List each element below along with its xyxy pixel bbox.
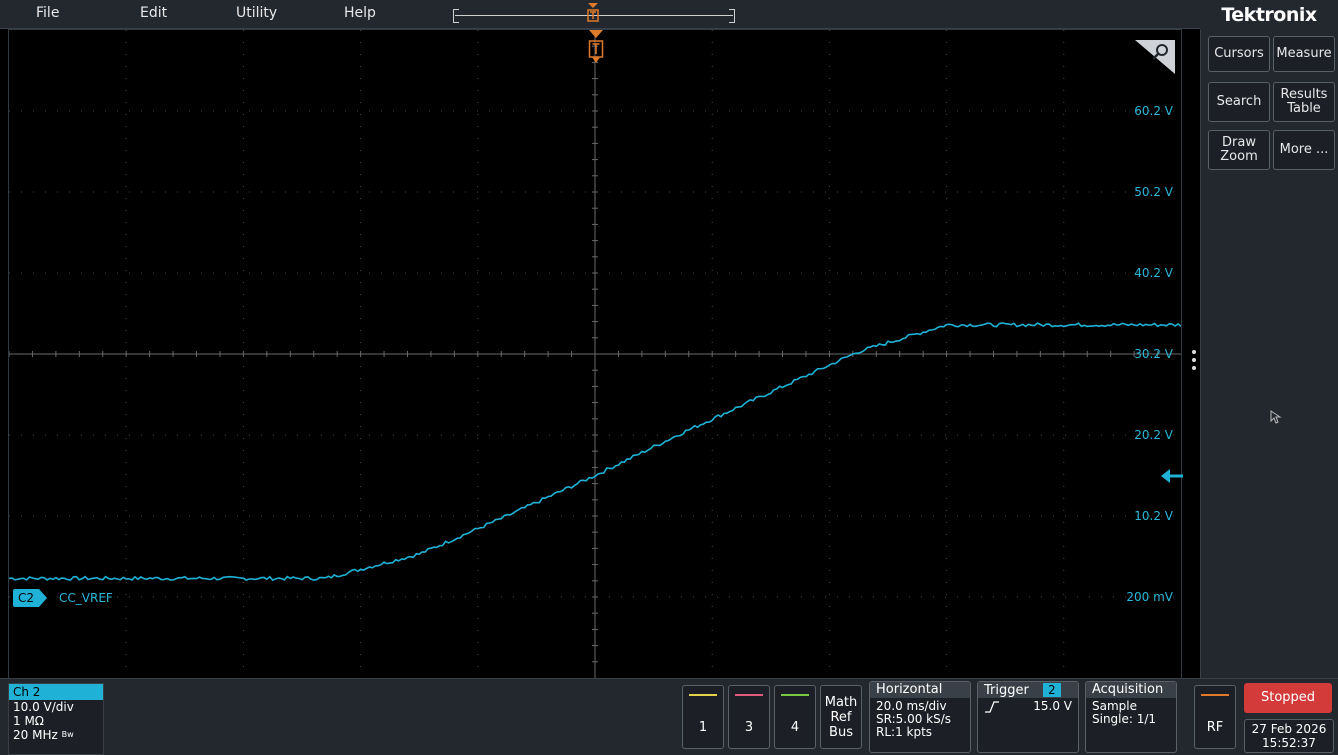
- side-panel: Cursors Measure Search Results Table Dra…: [1200, 30, 1338, 678]
- horizontal-record-length: RL:1 kpts: [876, 725, 933, 739]
- search-button[interactable]: Search: [1208, 82, 1270, 122]
- channel-label[interactable]: C2 CC_VREF: [13, 588, 113, 608]
- acquisition-mode: Sample: [1092, 699, 1137, 713]
- bottom-bar: Ch 2 10.0 V/div 1 MΩ 20 MHz Bw 1 3 4 Mat…: [0, 678, 1338, 755]
- ch2-impedance: 1 MΩ: [13, 714, 44, 728]
- mouse-pointer-icon: [1270, 410, 1282, 424]
- cursors-label: Cursors: [1214, 46, 1264, 61]
- math-ref-bus-button[interactable]: Math Ref Bus: [820, 685, 862, 749]
- more-button[interactable]: More ...: [1273, 130, 1335, 170]
- channel-4-button[interactable]: 4: [774, 685, 816, 749]
- rf-button[interactable]: RF: [1194, 685, 1236, 749]
- drawzoom-label-line2: Zoom: [1220, 149, 1258, 164]
- menu-edit[interactable]: Edit: [140, 5, 168, 21]
- trigger-level-arrow-icon[interactable]: [1161, 468, 1183, 484]
- results-label-line1: Results: [1280, 87, 1328, 102]
- bus-label: Bus: [829, 724, 853, 740]
- panel-handle-icon[interactable]: [1191, 348, 1197, 372]
- record-timeline[interactable]: [453, 9, 735, 23]
- waveform-graticule: [9, 30, 1181, 678]
- measure-button[interactable]: Measure: [1273, 36, 1335, 72]
- date-label: 27 Feb 2026: [1251, 722, 1327, 736]
- timeline-trigger-marker-icon: [587, 3, 599, 22]
- results-label-line2: Table: [1287, 101, 1321, 116]
- search-label: Search: [1216, 94, 1262, 109]
- math-label: Math: [824, 694, 858, 710]
- horizontal-scale: 20.0 ms/div: [876, 699, 947, 713]
- channel-3-label: 3: [744, 720, 754, 735]
- channel-3-button[interactable]: 3: [728, 685, 770, 749]
- zoom-magnifier-icon[interactable]: [1135, 40, 1175, 74]
- time-label: 15:52:37: [1262, 736, 1316, 750]
- channel-2-badge[interactable]: Ch 2 10.0 V/div 1 MΩ 20 MHz Bw: [8, 683, 104, 755]
- voltage-label: 10.2 V: [1134, 509, 1173, 523]
- menu-bar: File Edit Utility Help: [0, 0, 1200, 29]
- channel-1-label: 1: [698, 720, 708, 735]
- ch2-title: Ch 2: [9, 684, 103, 700]
- menu-help[interactable]: Help: [344, 5, 376, 21]
- channel-badge: C2: [13, 589, 40, 607]
- channel-name: CC_VREF: [59, 591, 113, 605]
- more-label: More ...: [1279, 142, 1329, 157]
- results-table-button[interactable]: Results Table: [1273, 82, 1335, 122]
- ch2-bandwidth: 20 MHz: [13, 728, 58, 742]
- trigger-title: Trigger: [984, 683, 1029, 698]
- menu-file[interactable]: File: [36, 5, 60, 21]
- acquisition-single: Single: 1/1: [1092, 712, 1157, 726]
- voltage-label: 20.2 V: [1134, 428, 1173, 442]
- horizontal-badge[interactable]: Horizontal 20.0 ms/div SR:5.00 kS/s RL:1…: [869, 681, 971, 753]
- drawzoom-label-line1: Draw: [1222, 135, 1256, 150]
- horizontal-sample-rate: SR:5.00 kS/s: [876, 712, 952, 726]
- trigger-badge[interactable]: Trigger 2 15.0 V: [977, 681, 1079, 753]
- trigger-level: 15.0 V: [1033, 699, 1072, 713]
- voltage-label: 200 mV: [1126, 590, 1173, 604]
- channel-4-label: 4: [790, 720, 800, 735]
- cursors-button[interactable]: Cursors: [1208, 36, 1270, 72]
- measure-label: Measure: [1276, 46, 1332, 61]
- rising-edge-icon: [985, 700, 999, 713]
- voltage-label: 60.2 V: [1134, 104, 1173, 118]
- trigger-header: Trigger 2: [978, 682, 1078, 698]
- ch2-scale: 10.0 V/div: [13, 700, 74, 714]
- waveform-view[interactable]: 60.2 V 50.2 V 40.2 V 30.2 V 20.2 V 10.2 V 200 …: [8, 29, 1183, 679]
- voltage-label: 30.2 V: [1134, 347, 1173, 361]
- brand-logo: Tektronix: [1200, 0, 1338, 30]
- acquisition-title: Acquisition: [1086, 682, 1176, 698]
- horizontal-title: Horizontal: [870, 682, 970, 698]
- acquisition-badge[interactable]: Acquisition Sample Single: 1/1: [1085, 681, 1177, 753]
- ch2-bandwidth-row: 20 MHz Bw: [9, 728, 103, 742]
- ref-label: Ref: [830, 709, 852, 725]
- run-stop-status-button[interactable]: Stopped: [1244, 683, 1332, 713]
- channel-1-button[interactable]: 1: [682, 685, 724, 749]
- draw-zoom-button[interactable]: Draw Zoom: [1208, 130, 1270, 170]
- voltage-label: 50.2 V: [1134, 185, 1173, 199]
- date-time-display[interactable]: 27 Feb 2026 15:52:37: [1244, 719, 1334, 753]
- trigger-position-flag-icon[interactable]: [588, 30, 604, 64]
- ch2-bw-limit-mark: Bw: [61, 730, 74, 739]
- rf-label: RF: [1206, 720, 1224, 735]
- menu-utility[interactable]: Utility: [236, 5, 278, 21]
- waveform-trace: [9, 322, 1181, 582]
- trigger-source: 2: [1042, 683, 1061, 697]
- voltage-label: 40.2 V: [1134, 266, 1173, 280]
